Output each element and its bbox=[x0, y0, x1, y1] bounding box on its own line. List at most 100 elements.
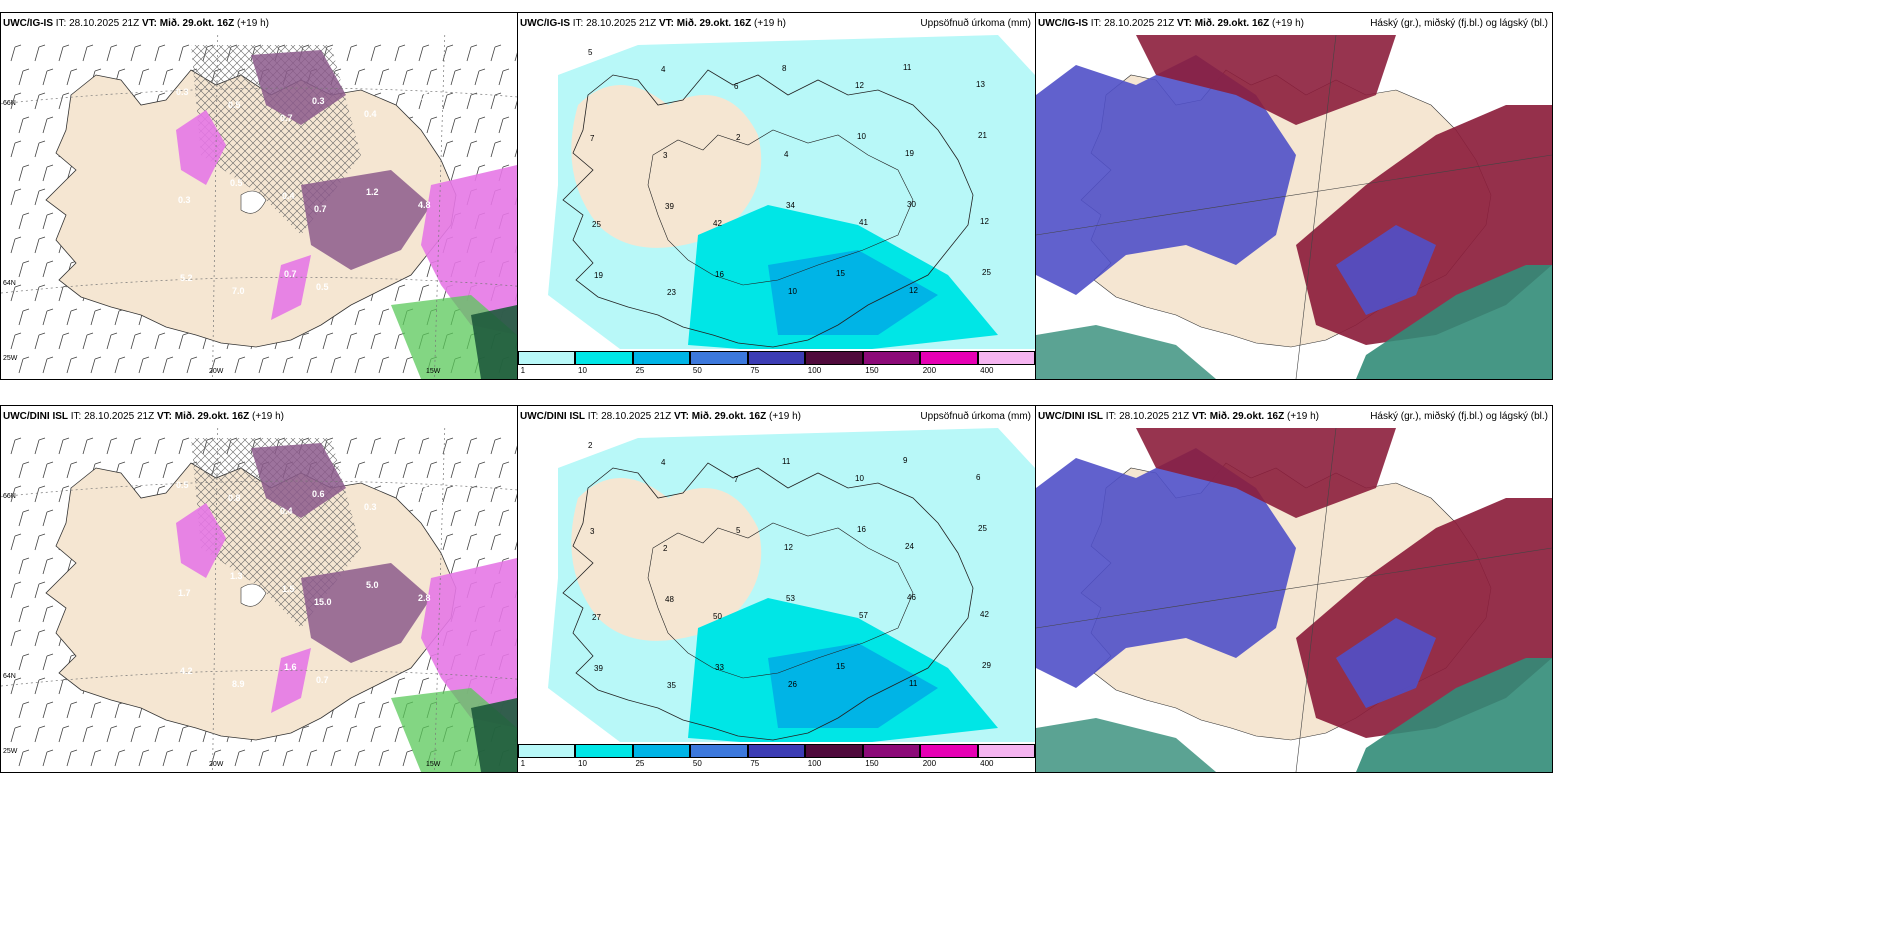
wind-barb bbox=[346, 44, 358, 62]
wind-barb bbox=[162, 356, 174, 374]
wind-barb bbox=[378, 461, 390, 479]
snow-value-label: 1.6 bbox=[284, 662, 297, 672]
colorbar-segment bbox=[920, 351, 978, 365]
wind-barb bbox=[378, 356, 390, 374]
wind-barb bbox=[258, 356, 270, 374]
wind-barb bbox=[418, 44, 430, 62]
snow-value-label: 0.5 bbox=[176, 480, 189, 490]
panel-title: UWC/DINI ISL IT: 28.10.2025 21Z VT: Mið.… bbox=[520, 411, 801, 422]
wind-barb bbox=[498, 509, 510, 527]
cloud-area-high bbox=[1136, 428, 1396, 518]
cloud-area-low bbox=[1036, 325, 1216, 379]
wind-barb bbox=[42, 701, 54, 719]
wind-barb bbox=[378, 701, 390, 719]
wind-barb bbox=[354, 749, 366, 767]
snow-value-label: 1.7 bbox=[178, 588, 191, 598]
wind-barb bbox=[106, 437, 118, 455]
colorbar-segment bbox=[977, 351, 1035, 365]
wind-barb bbox=[498, 68, 510, 86]
iceland-land-dry bbox=[571, 478, 762, 641]
wind-barb bbox=[114, 701, 126, 719]
wind-barb bbox=[450, 164, 462, 182]
longitude-line-20w bbox=[212, 35, 219, 379]
wind-barb bbox=[10, 140, 22, 158]
wind-barb bbox=[66, 68, 78, 86]
precip-value-label: 30 bbox=[907, 200, 916, 209]
precip-value-label: 19 bbox=[905, 149, 914, 158]
precip-value-label: 26 bbox=[788, 680, 797, 689]
snow-value-label: 0.5 bbox=[316, 282, 329, 292]
precip-value-label: 3 bbox=[663, 151, 668, 160]
wind-barb bbox=[474, 116, 486, 134]
colorbar-segment bbox=[575, 351, 633, 365]
wind-barb bbox=[394, 677, 406, 695]
colorbar-tick-label: 200 bbox=[922, 366, 937, 375]
snow-value-label: 0.3 bbox=[176, 87, 189, 97]
snow-map-top[interactable]: 0.3 0.5 0.7 0.3 0.4 0.5 0.3 0.5 0.4 0.7 1.2 4.8 5.2 7… bbox=[1, 35, 517, 379]
wind-barb bbox=[34, 44, 46, 62]
wind-barb bbox=[34, 437, 46, 455]
latitude-label: 64N bbox=[3, 280, 16, 287]
wind-barb bbox=[18, 461, 30, 479]
wind-barb bbox=[354, 701, 366, 719]
wind-barb bbox=[154, 437, 166, 455]
precip-value-label: 25 bbox=[592, 220, 601, 229]
wind-barb bbox=[330, 749, 342, 767]
wind-barb bbox=[58, 44, 70, 62]
wind-barb bbox=[66, 461, 78, 479]
colorbar-tick-label: 25 bbox=[635, 366, 645, 375]
precip-colorbar: 1 10 25 50 75 100 150 200 400 bbox=[518, 349, 1035, 379]
precip-colorbar: 1 10 25 50 75 100 150 200 400 bbox=[518, 742, 1035, 772]
snow-value-label: 0.5 bbox=[228, 100, 241, 110]
snow-value-label: 5.2 bbox=[180, 273, 193, 283]
precip-map-bottom[interactable]: 2471110963251216242527485053574642393533… bbox=[518, 428, 1035, 748]
precip-value-label: 9 bbox=[903, 456, 908, 465]
snow-area-magenta bbox=[176, 503, 226, 578]
precip-value-label: 21 bbox=[978, 131, 987, 140]
wind-barb bbox=[18, 164, 30, 182]
cloud-map-top[interactable] bbox=[1036, 35, 1552, 379]
precip-value-label: 11 bbox=[782, 457, 791, 466]
wind-barb bbox=[42, 509, 54, 527]
cloud-map-bottom[interactable] bbox=[1036, 428, 1552, 772]
wind-barb bbox=[18, 749, 30, 767]
snow-value-label: 0.8 bbox=[228, 493, 241, 503]
snow-value-label: 8.9 bbox=[232, 679, 245, 689]
wind-barb bbox=[514, 493, 517, 503]
snow-map-bottom[interactable]: 0.5 0.8 0.4 0.6 0.3 0.7 1.7 1.3 1.5 15.0 5.0 2.8 4.2… bbox=[1, 428, 517, 772]
colorbar-segment bbox=[575, 744, 633, 758]
wind-barb bbox=[474, 68, 486, 86]
precip-value-label: 46 bbox=[907, 593, 916, 602]
precip-value-label: 41 bbox=[859, 218, 868, 227]
cloud-graticule bbox=[1036, 428, 1552, 772]
wind-barb bbox=[322, 725, 334, 743]
wind-barb bbox=[466, 485, 478, 503]
wind-barb bbox=[18, 653, 30, 671]
cloud-area-mid bbox=[1336, 618, 1436, 708]
wind-barb bbox=[114, 356, 126, 374]
colorbar-tick-label: 100 bbox=[807, 759, 822, 768]
precip-value-label: 15 bbox=[836, 662, 845, 671]
wind-barb bbox=[10, 629, 22, 647]
snow-value-label: 0.7 bbox=[416, 485, 429, 495]
colorbar-tick-label: 150 bbox=[865, 759, 879, 768]
snow-value-label: 0.4 bbox=[282, 191, 295, 201]
wind-barb bbox=[514, 445, 517, 455]
precip-value-label: 10 bbox=[855, 474, 864, 483]
graticule bbox=[1, 35, 517, 379]
wind-barb bbox=[418, 284, 430, 302]
wind-barb bbox=[42, 260, 54, 278]
wind-barb bbox=[58, 485, 70, 503]
longitude-line-15w bbox=[434, 428, 446, 772]
precip-map-panel-top: UWC/IG-IS IT: 28.10.2025 21Z VT: Mið. 29… bbox=[517, 12, 1036, 380]
wind-barb bbox=[426, 68, 438, 86]
wind-barb bbox=[322, 332, 334, 350]
wind-barb bbox=[58, 332, 70, 350]
precip-map-top[interactable]: 5 4 6 8 12 11 13 7 3 2 4 10 19 21 25 39 42 34 41 30 12 19 23 16… bbox=[518, 35, 1035, 355]
colorbar-tick-label: 100 bbox=[807, 366, 822, 375]
wind-barb bbox=[450, 557, 462, 575]
iceland-coastline bbox=[562, 462, 974, 741]
wind-barb bbox=[18, 116, 30, 134]
wind-barb bbox=[186, 356, 198, 374]
wind-barb bbox=[10, 581, 22, 599]
